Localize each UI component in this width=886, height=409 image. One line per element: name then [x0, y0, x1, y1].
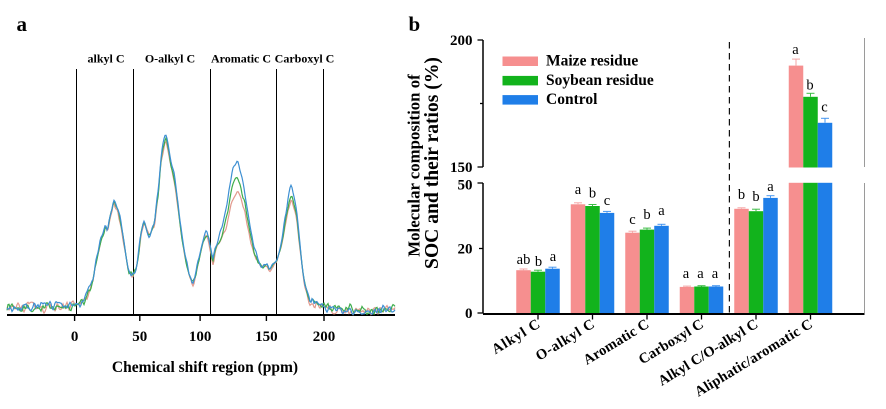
svg-text:Control: Control — [546, 91, 598, 108]
svg-text:O-alkyl C: O-alkyl C — [145, 52, 195, 66]
svg-text:b: b — [738, 187, 745, 203]
svg-text:20: 20 — [458, 242, 473, 258]
svg-text:a: a — [17, 12, 28, 36]
svg-text:200: 200 — [450, 33, 473, 49]
svg-text:alkyl C: alkyl C — [87, 52, 124, 66]
svg-text:a: a — [712, 266, 719, 282]
svg-text:a: a — [575, 182, 582, 198]
svg-text:b: b — [806, 78, 813, 94]
svg-text:Carboxyl C: Carboxyl C — [275, 52, 335, 66]
svg-text:a: a — [792, 42, 799, 58]
svg-text:Maize residue: Maize residue — [546, 53, 638, 70]
svg-text:SOC and their ratios (%): SOC and their ratios (%) — [422, 57, 443, 269]
svg-text:Aromatic C: Aromatic C — [211, 52, 271, 66]
svg-text:a: a — [767, 179, 774, 195]
svg-text:100: 100 — [189, 329, 212, 345]
svg-text:a: a — [550, 249, 557, 265]
svg-text:200: 200 — [313, 329, 336, 345]
svg-text:ab: ab — [517, 252, 531, 268]
svg-text:c: c — [821, 100, 827, 116]
svg-text:b: b — [409, 12, 421, 36]
svg-text:Soybean residue: Soybean residue — [546, 72, 654, 89]
svg-text:b: b — [643, 207, 650, 223]
svg-text:b: b — [589, 186, 596, 202]
svg-text:a: a — [697, 266, 704, 282]
svg-text:b: b — [752, 189, 759, 205]
svg-text:c: c — [629, 212, 635, 228]
svg-text:50: 50 — [132, 329, 147, 345]
svg-text:a: a — [683, 266, 690, 282]
svg-text:50: 50 — [458, 178, 473, 194]
svg-text:a: a — [658, 203, 665, 219]
svg-text:c: c — [604, 193, 610, 209]
svg-text:Chemical shift region (ppm): Chemical shift region (ppm) — [112, 359, 298, 376]
svg-text:0: 0 — [465, 306, 473, 322]
svg-text:Molecular composition of: Molecular composition of — [405, 74, 424, 257]
svg-text:150: 150 — [255, 329, 278, 345]
svg-text:b: b — [535, 254, 542, 270]
svg-text:150: 150 — [450, 160, 473, 176]
svg-text:0: 0 — [71, 329, 79, 345]
